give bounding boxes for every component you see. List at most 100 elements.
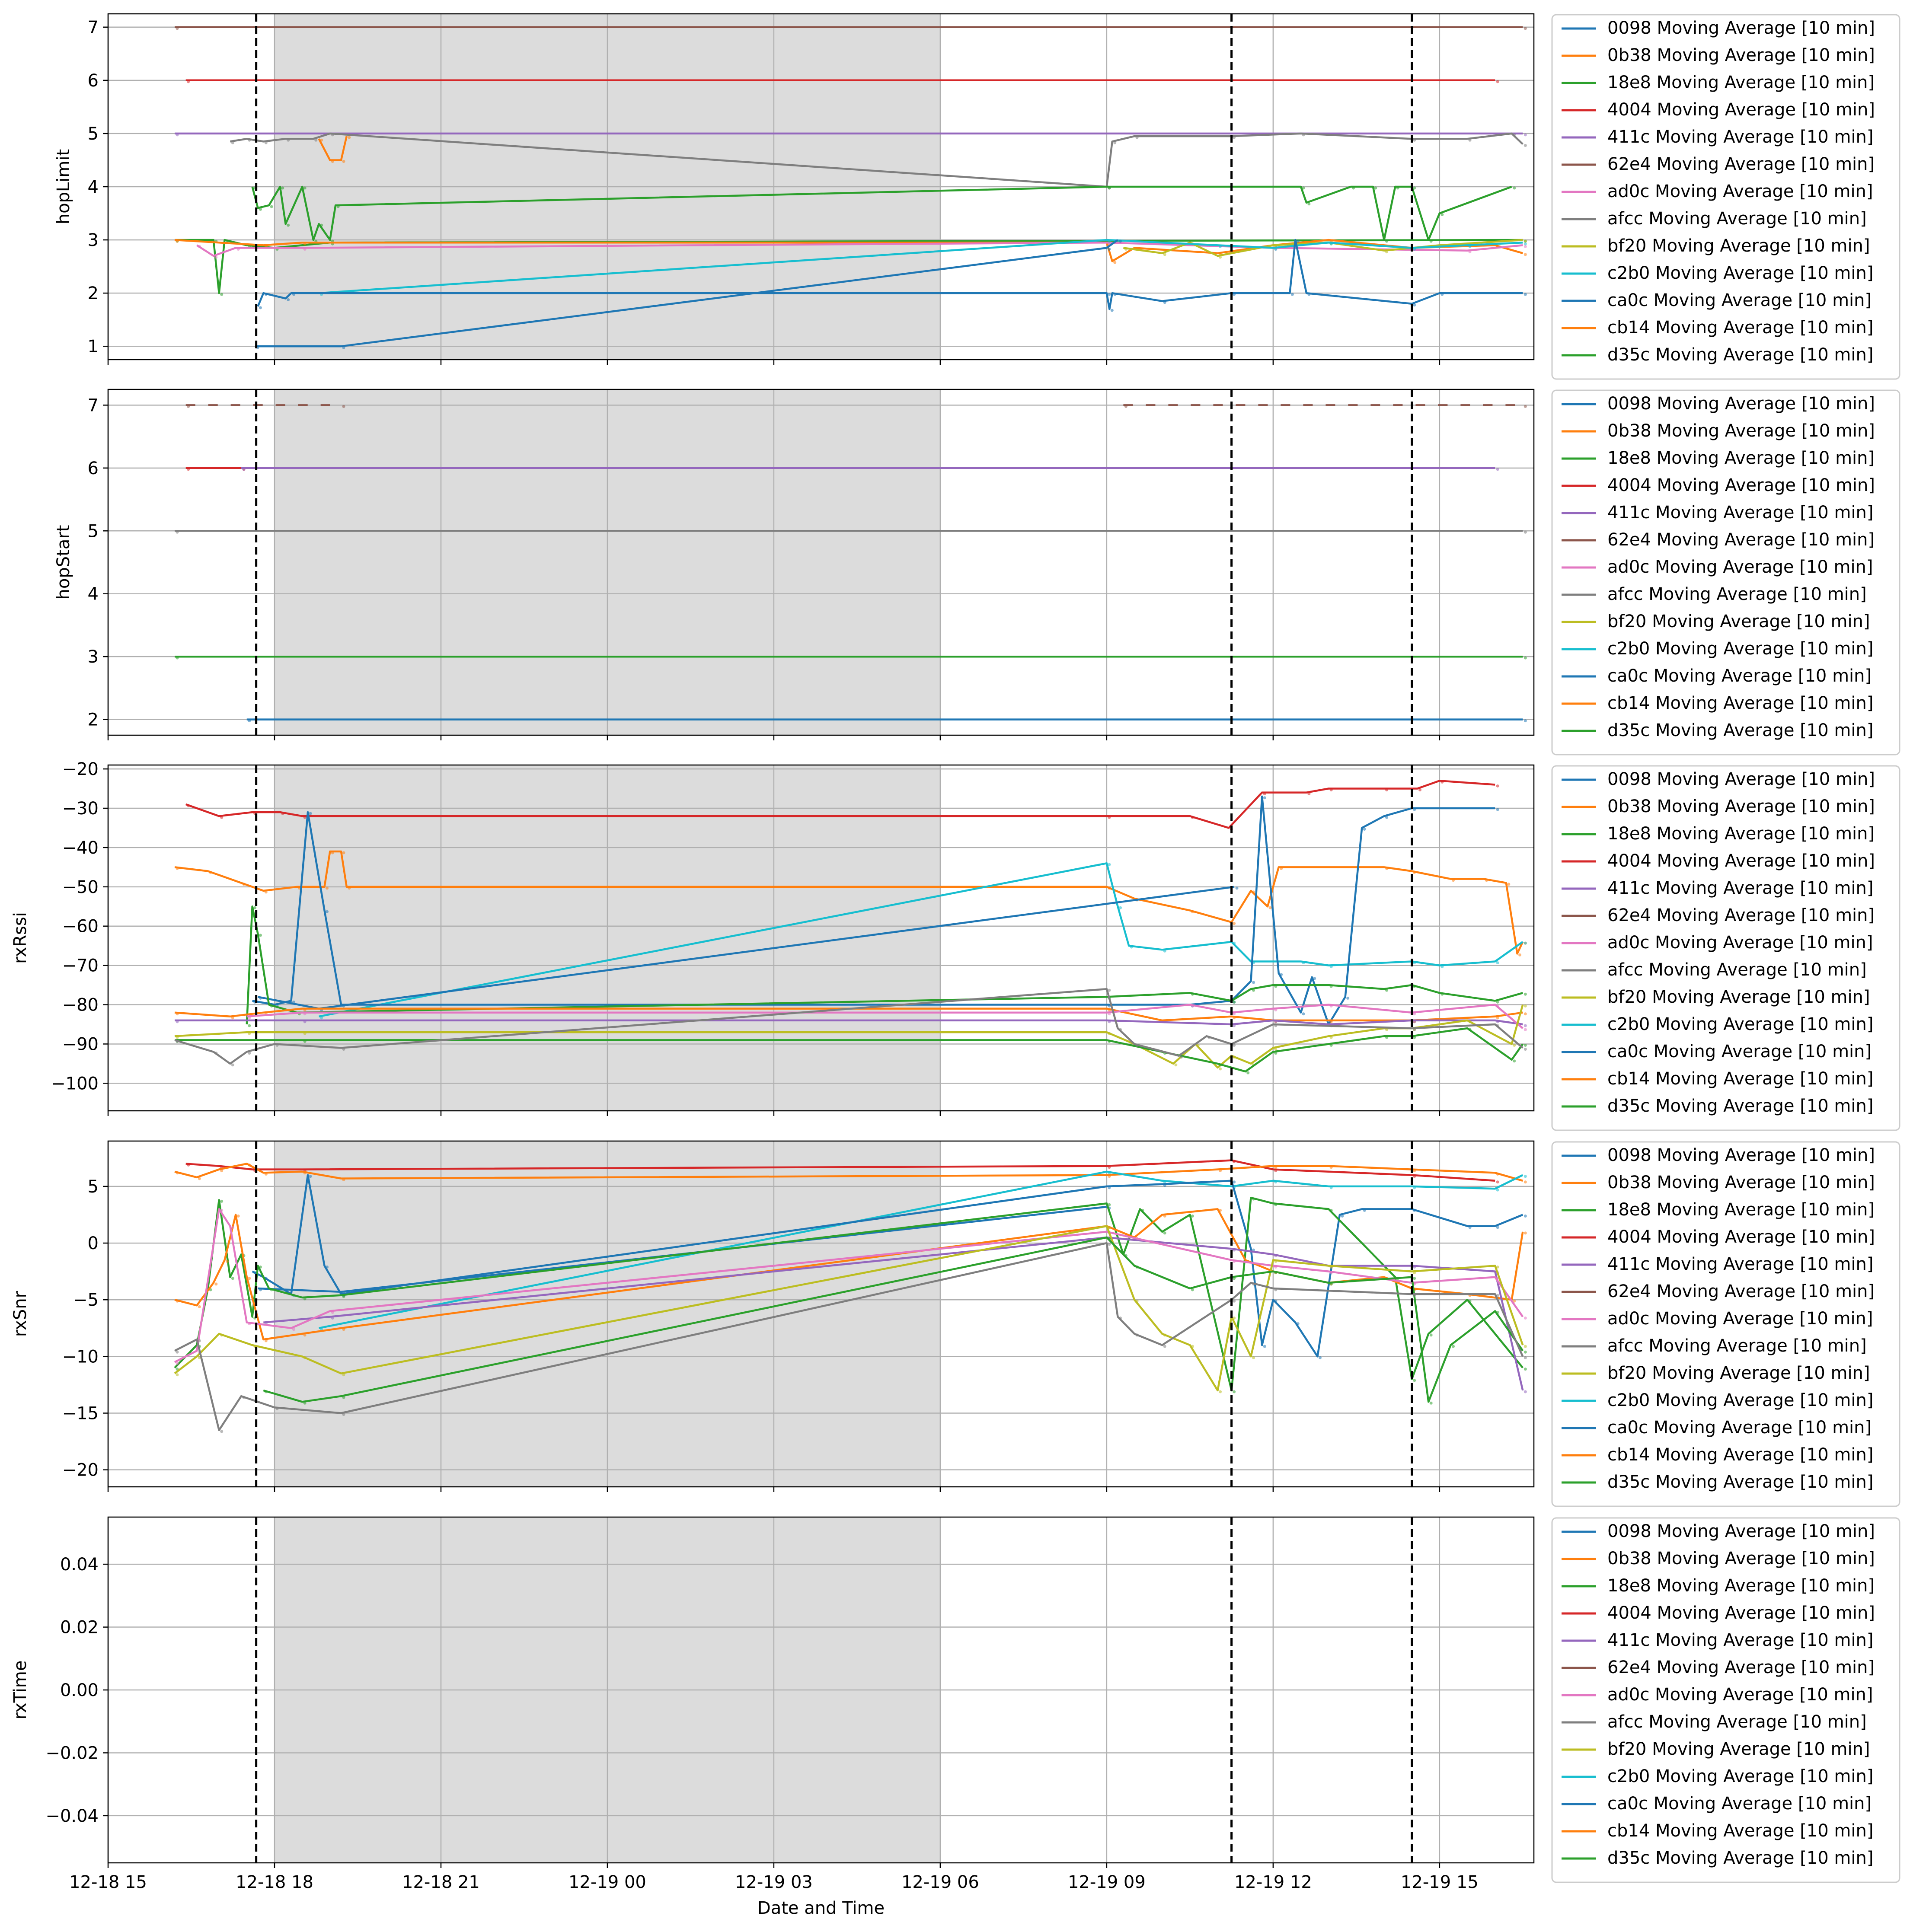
data-point — [1468, 245, 1472, 248]
data-point — [287, 298, 290, 301]
data-point — [1513, 1043, 1516, 1047]
legend-label: ad0c Moving Average [10 min] — [1607, 1309, 1873, 1329]
data-point — [176, 133, 179, 137]
data-point — [342, 346, 345, 349]
y-tick-label: 1 — [88, 337, 99, 357]
y-tick-label: −80 — [62, 995, 99, 1015]
legend-label: 0098 Moving Average [10 min] — [1607, 18, 1875, 38]
data-point — [1252, 1356, 1255, 1359]
data-point — [1263, 792, 1266, 796]
data-point — [253, 906, 257, 909]
legend-label: bf20 Moving Average [10 min] — [1607, 236, 1870, 256]
data-point — [264, 1390, 268, 1393]
series-line-1 — [174, 1163, 1523, 1182]
series-group — [175, 404, 1527, 723]
data-point — [187, 1163, 190, 1167]
data-point — [214, 255, 218, 259]
data-point — [220, 1333, 224, 1337]
data-point — [1274, 1048, 1278, 1051]
data-point — [231, 1226, 234, 1229]
data-point — [342, 1295, 345, 1298]
data-point — [1518, 953, 1522, 956]
data-point — [1496, 808, 1499, 811]
legend-label: 62e4 Moving Average [10 min] — [1607, 1658, 1875, 1677]
data-point — [176, 1361, 179, 1365]
data-point — [1452, 879, 1455, 882]
data-point — [1108, 1203, 1111, 1206]
data-point — [1363, 1208, 1366, 1212]
data-point — [1191, 1004, 1194, 1008]
data-point — [1468, 1226, 1472, 1229]
data-point — [325, 886, 329, 890]
data-point — [1263, 796, 1266, 800]
data-point — [1108, 1226, 1111, 1229]
data-point — [1252, 890, 1255, 894]
data-point — [1191, 1214, 1194, 1218]
data-point — [1413, 808, 1416, 811]
data-point — [1274, 248, 1278, 251]
data-point — [176, 1039, 179, 1043]
legend-label: 411c Moving Average [10 min] — [1607, 127, 1874, 147]
y-tick-label: 4 — [88, 177, 99, 197]
data-point — [1135, 1299, 1139, 1303]
data-point — [1163, 949, 1166, 953]
data-point — [176, 1036, 179, 1039]
data-point — [1263, 1345, 1266, 1348]
data-point — [1296, 1322, 1300, 1326]
x-tick-label: 12-19 09 — [1068, 1872, 1146, 1892]
data-point — [1233, 1317, 1236, 1320]
data-point — [1385, 1028, 1389, 1031]
x-tick-label: 12-19 06 — [901, 1872, 979, 1892]
data-point — [198, 1339, 201, 1342]
data-point — [1496, 1000, 1499, 1004]
axes-frame — [107, 389, 1535, 736]
legend-label: 0b38 Moving Average [10 min] — [1607, 1173, 1875, 1192]
series-line-5 — [251, 185, 1512, 241]
data-point — [1524, 27, 1527, 30]
legend-label: 18e8 Moving Average [10 min] — [1607, 448, 1875, 468]
y-tick-label: 5 — [88, 521, 99, 541]
data-point — [1141, 1208, 1144, 1212]
data-point — [220, 1430, 224, 1433]
data-point — [1207, 1036, 1211, 1039]
data-point — [1524, 293, 1527, 296]
data-point — [1413, 138, 1416, 142]
data-point — [176, 1012, 179, 1016]
data-point — [1274, 1266, 1278, 1269]
data-point — [1233, 1043, 1236, 1047]
series-line-8 — [196, 241, 1523, 257]
data-point — [1108, 886, 1111, 890]
x-tick-label: 12-19 12 — [1234, 1872, 1312, 1892]
data-point — [1108, 248, 1111, 251]
y-tick-label: −40 — [62, 838, 99, 858]
series-line-11 — [257, 239, 1523, 310]
legend-label: 0b38 Moving Average [10 min] — [1607, 797, 1875, 816]
legend-label: 411c Moving Average [10 min] — [1607, 503, 1874, 523]
data-point — [1274, 1052, 1278, 1055]
y-tick-label: −0.02 — [45, 1743, 99, 1763]
data-point — [1196, 1043, 1200, 1047]
data-point — [253, 1271, 257, 1275]
y-tick-label: −10 — [62, 1347, 99, 1367]
data-point — [1413, 1012, 1416, 1016]
data-point — [259, 306, 262, 309]
data-point — [1233, 1299, 1236, 1303]
data-point — [1163, 1345, 1166, 1348]
data-point — [1274, 1299, 1278, 1303]
data-point — [225, 239, 229, 243]
data-point — [1329, 1208, 1333, 1212]
data-point — [270, 205, 273, 208]
data-point — [303, 1333, 307, 1337]
data-point — [176, 1350, 179, 1354]
data-point — [1302, 186, 1305, 190]
data-point — [1413, 985, 1416, 988]
data-point — [1329, 1266, 1333, 1269]
legend-label: afcc Moving Average [10 min] — [1607, 1712, 1867, 1732]
data-point — [1413, 870, 1416, 874]
data-point — [187, 804, 190, 807]
legend-label: d35c Moving Average [10 min] — [1607, 345, 1873, 365]
data-point — [303, 1020, 307, 1023]
data-point — [314, 138, 318, 142]
data-point — [1233, 941, 1236, 945]
